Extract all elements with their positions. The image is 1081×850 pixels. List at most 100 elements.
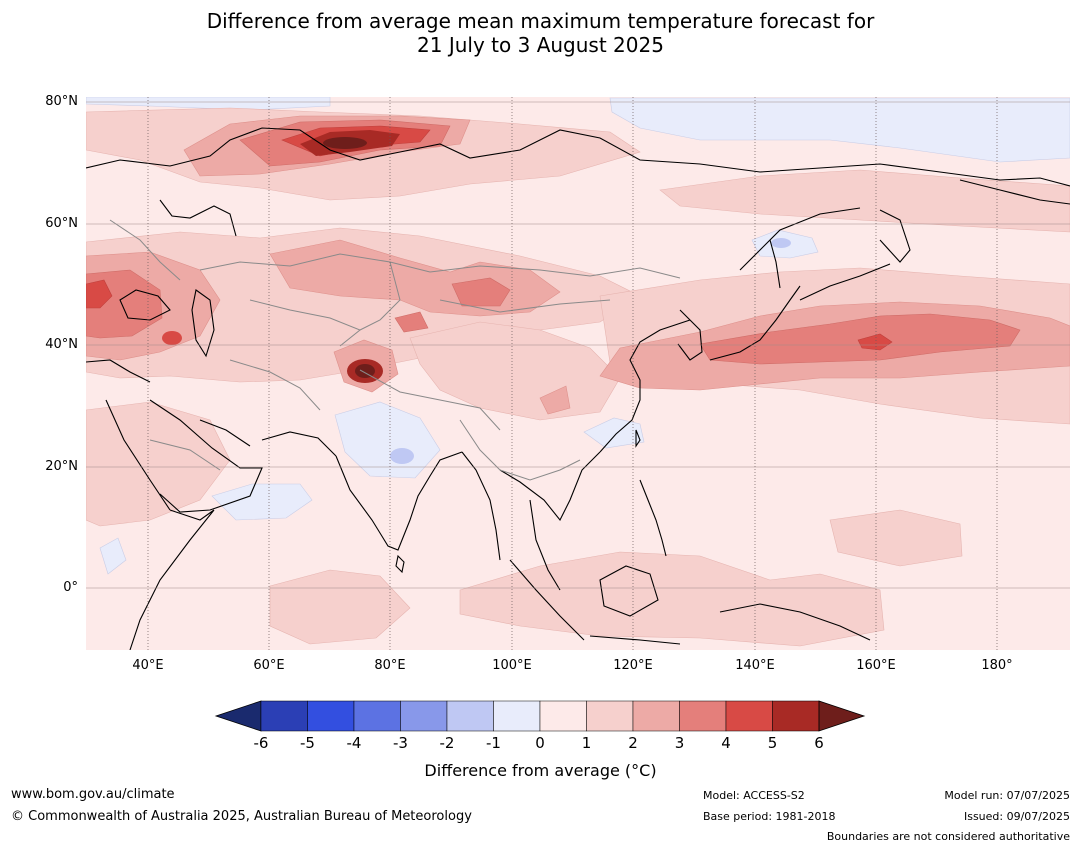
map-title: Difference from average mean maximum tem… (0, 9, 1081, 57)
lat-label-20n: 20°N (45, 459, 78, 474)
coast-arabian-peninsula (149, 399, 263, 513)
model-run-date: Model run: 07/07/2025 (944, 789, 1070, 802)
colorbar-segment-6 (493, 700, 541, 732)
colorbar-segment-11 (725, 700, 773, 732)
coast-persian-gulf (199, 419, 251, 447)
lon-label-40e: 40°E (132, 658, 164, 673)
lon-label-140e: 140°E (735, 658, 775, 673)
warm-core-karakoram (355, 364, 375, 378)
coast-black-sea (119, 289, 171, 321)
coast-baltic (159, 199, 237, 237)
colorbar-tick-0: 0 (535, 734, 545, 752)
coast-red-sea (105, 399, 171, 511)
colorbar-segment-7 (539, 700, 587, 732)
lon-label-120e: 120°E (613, 658, 653, 673)
coast-new-guinea (719, 603, 871, 641)
cool-region-arctic-east (609, 97, 1070, 163)
lat-label-80n: 80°N (45, 94, 78, 109)
coast-sumatra (509, 559, 585, 641)
colorbar-tick-3: 3 (674, 734, 685, 752)
country-borders (109, 219, 681, 481)
warm-region-indian-ocean (269, 569, 411, 645)
colorbar-title: Difference from average (°C) (424, 761, 657, 780)
lat-label-40n: 40°N (45, 337, 78, 352)
coast-pakistan (261, 431, 337, 457)
border-mongolia-china (439, 299, 611, 313)
coast-bering (959, 179, 1070, 205)
cool-cores (390, 238, 791, 464)
colorbar-tick-5: 5 (767, 734, 778, 752)
coast-korea (677, 309, 703, 361)
cool-region-east-china (583, 417, 645, 449)
colorbar-segment-8 (586, 700, 634, 732)
title-line-1: Difference from average mean maximum tem… (206, 9, 875, 33)
border-arabia (149, 439, 221, 471)
lat-label-60n: 60°N (45, 216, 78, 231)
warm-region-tibet (539, 385, 571, 415)
colorbar-tick-minus6: -6 (253, 734, 269, 752)
border-southeast-asia (499, 459, 581, 481)
colorbar-segment-4 (400, 700, 448, 732)
colorbar-arrow-high (818, 700, 866, 732)
colorbar-tick-minus5: -5 (300, 734, 315, 752)
colorbar-tick-4: 4 (721, 734, 731, 752)
cool-core-india (390, 448, 414, 464)
colorbar-tick-minus2: -2 (439, 734, 455, 752)
lon-label-180: 180° (981, 658, 1013, 673)
lon-label-80e: 80°E (374, 658, 406, 673)
cool-region-africa (99, 537, 127, 575)
cool-region-arabian-sea (211, 483, 313, 521)
lon-label-160e: 160°E (856, 658, 896, 673)
coast-japan (709, 285, 801, 361)
coast-caspian (191, 289, 215, 358)
coast-okhotsk (739, 207, 861, 271)
cool-region-india (334, 401, 441, 479)
coast-africa-horn (129, 509, 215, 650)
boundaries-disclaimer: Boundaries are not considered authoritat… (826, 830, 1070, 843)
colorbar-tick-1: 1 (581, 734, 592, 752)
website-link[interactable]: www.bom.gov.au/climate (11, 787, 175, 802)
lat-label-0: 0° (63, 580, 78, 595)
warm-region-east-siberia (659, 169, 1070, 233)
coast-sri-lanka (395, 554, 405, 574)
longitude-gridlines (147, 97, 998, 650)
coast-scandinavia (86, 127, 1070, 187)
warm-region-xinjiang (394, 311, 429, 333)
colorbar-tick-minus3: -3 (393, 734, 408, 752)
map-area (86, 97, 1070, 650)
border-himalaya (359, 369, 501, 431)
border-europe (109, 219, 181, 281)
colorbar-tick-6: 6 (814, 734, 824, 752)
coast-kamchatka (879, 209, 911, 263)
border-russia-kazakhstan (199, 253, 431, 273)
colorbar-arrow-low (214, 700, 262, 732)
issued-date: Issued: 09/07/2025 (963, 810, 1070, 823)
latitude-gridlines (86, 101, 1070, 589)
colorbar-tick-2: 2 (628, 734, 638, 752)
coast-china-east (599, 319, 691, 453)
warm-region-ukraine (86, 279, 113, 309)
colorbar-segment-1 (260, 700, 308, 732)
warm-region-pacific-core (699, 313, 1021, 365)
warm-anomaly-extreme (162, 130, 400, 383)
border-russia-mongolia (429, 265, 681, 279)
coast-india (335, 451, 463, 551)
base-period-info: Base period: 1981-2018 (703, 810, 836, 823)
colorbar (214, 700, 866, 732)
border-iran-afghanistan (229, 359, 321, 411)
colorbar-tick-minus4: -4 (346, 734, 362, 752)
colorbar-segment-5 (446, 700, 494, 732)
coast-borneo (599, 565, 659, 617)
model-info: Model: ACCESS-S2 (703, 789, 805, 802)
lon-label-100e: 100°E (492, 658, 532, 673)
border-central-asia (249, 299, 361, 347)
coast-sakhalin (769, 239, 781, 289)
border-india-myanmar (459, 419, 501, 471)
warm-region-pacific-east (829, 509, 963, 567)
colorbar-segment-2 (307, 700, 355, 732)
warm-region-caucasus (162, 331, 182, 345)
colorbar-segment-10 (679, 700, 727, 732)
coast-indochina (499, 451, 601, 522)
coast-java (589, 635, 681, 645)
